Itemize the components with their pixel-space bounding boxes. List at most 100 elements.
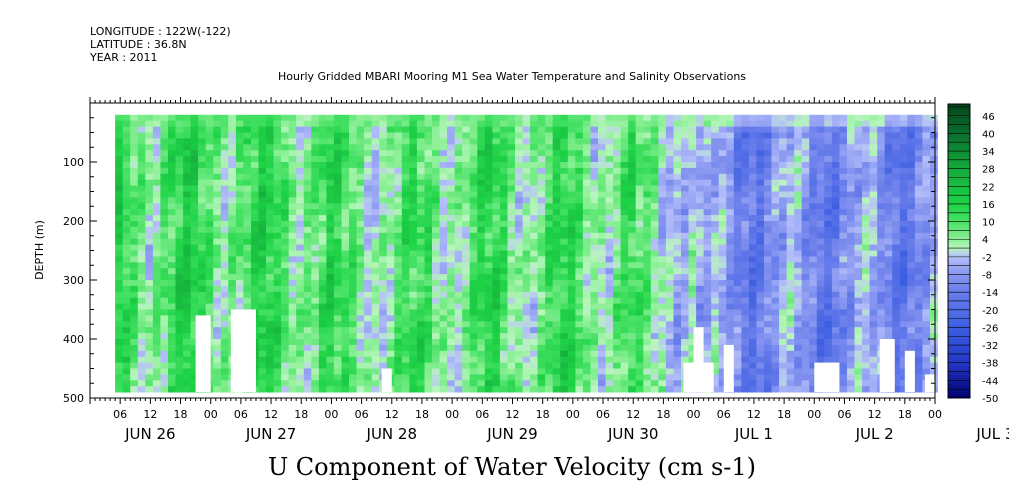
heatmap-cell: [696, 226, 704, 234]
heatmap-cell: [258, 221, 267, 228]
heatmap-cell: [349, 380, 357, 387]
heatmap-cell: [658, 179, 667, 186]
heatmap-cell: [801, 350, 810, 358]
heatmap-cell: [869, 150, 878, 157]
heatmap-cell: [364, 185, 372, 192]
heatmap-cell: [115, 173, 123, 181]
heatmap-cell: [145, 339, 154, 346]
heatmap-cell: [326, 274, 335, 281]
heatmap-cell: [198, 280, 206, 287]
heatmap-cell: [175, 327, 184, 334]
heatmap-cell: [266, 144, 274, 151]
heatmap-cell: [198, 268, 206, 275]
heatmap-cell: [831, 167, 840, 175]
heatmap-cell: [545, 315, 554, 322]
heatmap-cell: [115, 191, 123, 198]
heatmap-cell: [303, 215, 312, 222]
heatmap-cell: [688, 333, 697, 340]
heatmap-cell: [786, 120, 795, 127]
heatmap-cell: [432, 179, 440, 186]
heatmap-cell: [620, 291, 629, 299]
heatmap-cell: [688, 321, 697, 328]
heatmap-cell: [115, 380, 123, 387]
heatmap-cell: [318, 280, 327, 287]
heatmap-cell: [620, 114, 629, 122]
heatmap-cell: [794, 321, 803, 328]
heatmap-cell: [831, 309, 840, 316]
heatmap-cell: [635, 321, 644, 328]
heatmap-cell: [168, 162, 176, 169]
heatmap-cell: [273, 309, 282, 316]
heatmap-cell: [658, 339, 667, 346]
heatmap-cell: [847, 303, 855, 310]
heatmap-cell: [220, 179, 229, 186]
heatmap-cell: [726, 280, 735, 287]
heatmap-cell: [575, 303, 584, 310]
heatmap-cell: [643, 126, 652, 133]
heatmap-cell: [892, 173, 901, 181]
heatmap-cell: [515, 114, 523, 122]
heatmap-cell: [394, 191, 403, 198]
heatmap-cell: [175, 333, 184, 340]
heatmap-cell: [613, 144, 621, 151]
heatmap-cell: [401, 114, 410, 122]
heatmap-cell: [786, 244, 795, 251]
heatmap-cell: [892, 339, 901, 346]
heatmap-cell: [605, 380, 614, 387]
heatmap-cell: [326, 321, 335, 328]
heatmap-cell: [484, 179, 493, 186]
heatmap-cell: [831, 126, 840, 133]
heatmap-cell: [598, 167, 606, 175]
heatmap-cell: [892, 144, 901, 151]
heatmap-cell: [756, 114, 765, 122]
heatmap-cell: [492, 150, 501, 157]
heatmap-cell: [228, 280, 237, 287]
heatmap-cell: [620, 162, 629, 169]
heatmap-cell: [598, 144, 606, 151]
heatmap-cell: [235, 203, 244, 210]
heatmap-cell: [786, 126, 795, 133]
heatmap-cell: [424, 138, 433, 145]
heatmap-cell: [560, 232, 569, 240]
heatmap-cell: [681, 185, 689, 192]
heatmap-cell: [515, 327, 523, 334]
heatmap-cell: [537, 303, 546, 310]
heatmap-cell: [288, 238, 297, 245]
heatmap-cell: [311, 232, 320, 240]
heatmap-cell: [688, 350, 697, 358]
heatmap-cell: [899, 162, 908, 169]
heatmap-cell: [854, 191, 863, 198]
heatmap-cell: [137, 126, 146, 133]
heatmap-cell: [650, 132, 659, 139]
heatmap-cell: [794, 185, 803, 192]
heatmap-cell: [137, 350, 146, 358]
heatmap-cell: [281, 315, 289, 322]
heatmap-cell: [394, 309, 403, 316]
heatmap-cell: [537, 156, 546, 163]
heatmap-cell: [318, 238, 327, 245]
heatmap-cell: [567, 262, 576, 269]
heatmap-cell: [122, 344, 131, 352]
heatmap-cell: [379, 303, 388, 310]
heatmap-cell: [356, 120, 365, 127]
heatmap-cell: [333, 185, 342, 192]
heatmap-cell: [303, 238, 312, 245]
heatmap-cell: [598, 221, 606, 228]
heatmap-cell: [409, 368, 418, 375]
heatmap-cell: [469, 215, 478, 222]
heatmap-cell: [741, 244, 750, 251]
heatmap-cell: [492, 179, 501, 186]
heatmap-cell: [273, 120, 282, 127]
heatmap-cell: [130, 244, 139, 251]
heatmap-cell: [462, 362, 471, 369]
heatmap-cell: [537, 203, 546, 210]
heatmap-cell: [371, 215, 380, 222]
heatmap-cell: [168, 256, 176, 263]
heatmap-cell: [854, 150, 863, 157]
heatmap-cell: [741, 238, 750, 245]
heatmap-cell: [409, 309, 418, 316]
heatmap-cell: [168, 280, 176, 287]
heatmap-cell: [688, 120, 697, 127]
heatmap-cell: [620, 191, 629, 198]
heatmap-cell: [711, 138, 720, 145]
